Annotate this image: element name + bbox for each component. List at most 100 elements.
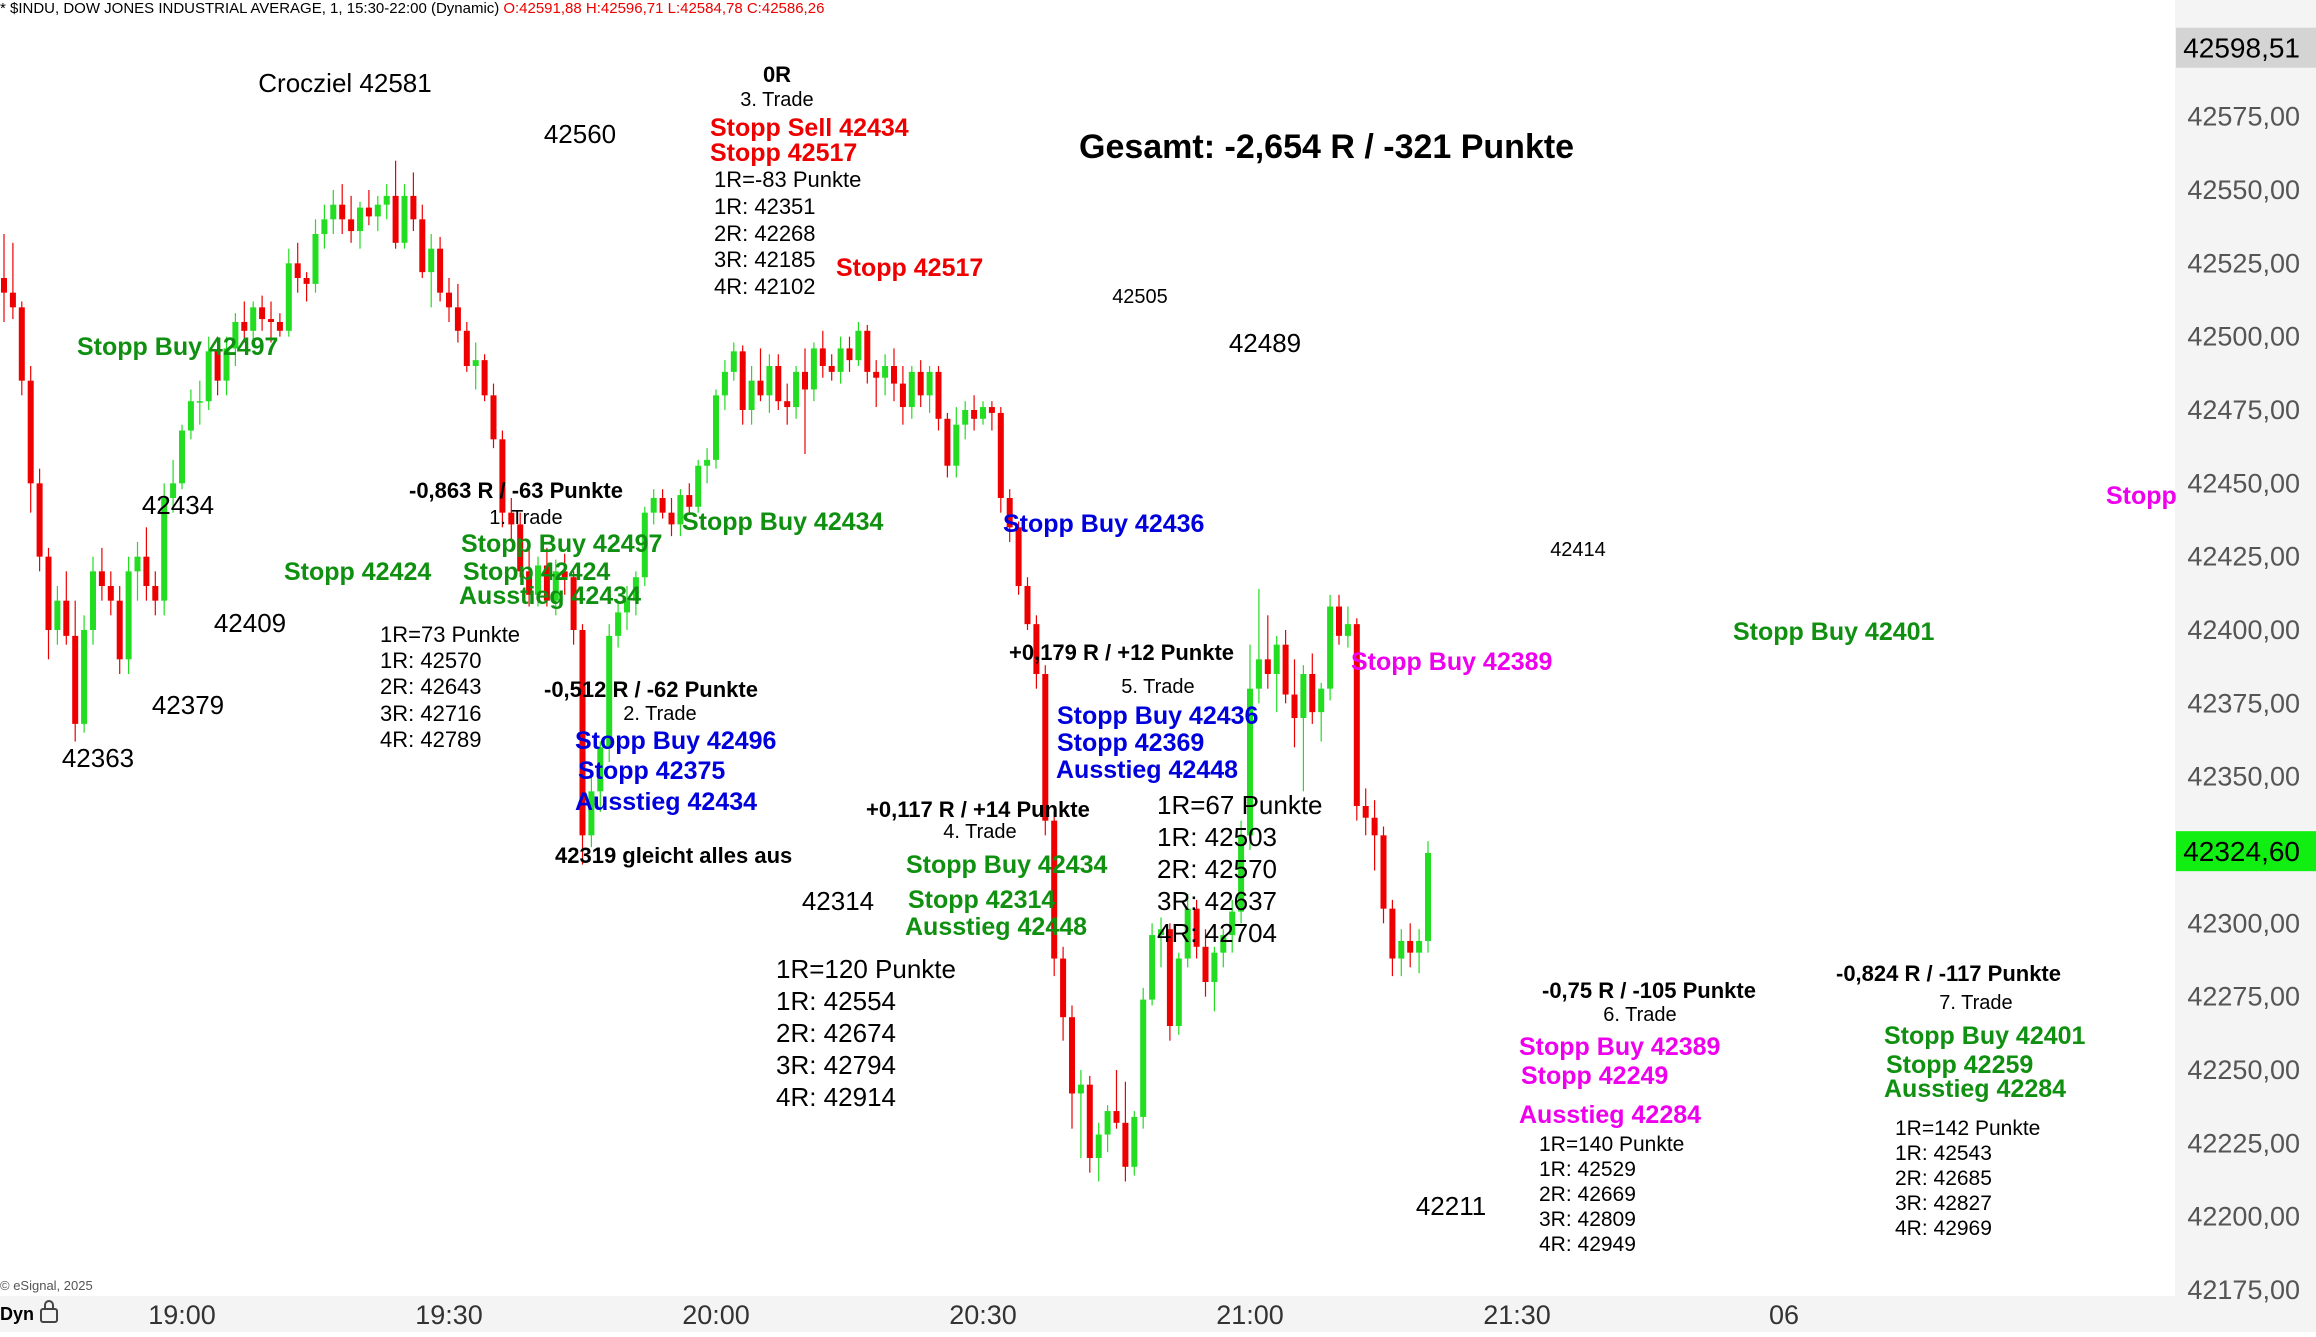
candle xyxy=(392,160,399,249)
candle-body xyxy=(962,410,969,425)
annotation-stopp-42517-a: Stopp 42517 xyxy=(710,139,857,167)
candle xyxy=(606,624,613,762)
candle xyxy=(259,295,266,331)
candle-body xyxy=(837,348,844,372)
candle-body xyxy=(401,195,408,243)
candle-body xyxy=(784,401,791,408)
annotation-stopp-buy-42497-a: Stopp Buy 42497 xyxy=(77,333,278,361)
candle xyxy=(1255,588,1262,704)
candle xyxy=(1398,929,1405,977)
candle-body xyxy=(1015,527,1022,586)
lock-icon[interactable] xyxy=(40,1300,58,1323)
time-axis-panel[interactable] xyxy=(0,1296,2175,1332)
candle xyxy=(276,313,283,337)
candle xyxy=(232,313,239,366)
candle xyxy=(303,272,310,302)
top-price-tag-bg xyxy=(2176,27,2316,68)
annotation-trade1-label: 1. Trade xyxy=(489,507,562,529)
candle xyxy=(1175,952,1182,1035)
candle-body xyxy=(285,263,292,331)
candle xyxy=(855,322,862,366)
candle xyxy=(899,366,906,425)
candle-body xyxy=(677,495,684,525)
candle xyxy=(499,430,506,528)
candle xyxy=(116,586,123,674)
annotation-2r-42685: 2R: 42685 xyxy=(1895,1167,1992,1190)
candle-body xyxy=(419,219,426,273)
candle xyxy=(1158,917,1164,968)
candle xyxy=(134,542,141,601)
candle xyxy=(846,336,853,372)
candle xyxy=(1211,946,1218,1012)
candle-body xyxy=(392,195,399,243)
candle xyxy=(1425,841,1431,953)
dyn-label[interactable]: Dyn xyxy=(0,1304,34,1324)
candle-body xyxy=(686,495,693,507)
candle xyxy=(125,556,132,674)
candle-body xyxy=(196,401,203,403)
annotation-stopp-42314: Stopp 42314 xyxy=(908,886,1055,914)
candle-body xyxy=(650,498,657,513)
candle-body xyxy=(383,195,390,205)
current-price-tag-bg xyxy=(2176,831,2316,872)
annotation-trade3-label: 3. Trade xyxy=(740,89,813,111)
candle-body xyxy=(410,195,417,220)
candle xyxy=(686,483,693,513)
candle xyxy=(1,234,7,322)
annotation-stopp-sell-42434: Stopp Sell 42434 xyxy=(710,114,909,142)
candle xyxy=(463,322,470,372)
price-tick-label: 42525,00 xyxy=(2187,248,2300,278)
candle xyxy=(18,301,25,396)
candle-body xyxy=(36,483,43,557)
annotation-high-42560: 42560 xyxy=(544,119,616,149)
candle xyxy=(659,489,666,519)
annotation-1r-42503: 1R: 42503 xyxy=(1157,822,1277,852)
candle-body xyxy=(1024,586,1031,625)
candle xyxy=(81,615,88,733)
candle xyxy=(481,354,488,402)
candle xyxy=(72,600,79,742)
annotation-1r-142: 1R=142 Punkte xyxy=(1895,1117,2040,1140)
price-tick-label: 42300,00 xyxy=(2187,908,2300,938)
price-tick-label: 42500,00 xyxy=(2187,322,2300,352)
candle xyxy=(446,278,452,322)
annotation-trade1-result: -0,863 R / -63 Punkte xyxy=(409,478,623,503)
candle-body xyxy=(339,204,346,220)
candle-body xyxy=(739,351,746,410)
candle-body xyxy=(908,371,915,408)
candle xyxy=(312,219,319,293)
annotation-4r-42914: 4R: 42914 xyxy=(776,1082,896,1112)
current-price-tag: 42324,60 xyxy=(2176,831,2316,872)
annotation-2r-42570: 2R: 42570 xyxy=(1157,854,1277,884)
candle xyxy=(1344,606,1351,648)
candle-body xyxy=(90,571,96,630)
candle-body xyxy=(499,439,506,513)
candle xyxy=(1380,826,1387,924)
candle-body xyxy=(935,371,942,419)
annotation-trade6-label: 6. Trade xyxy=(1603,1004,1676,1026)
annotation-low-42211: 42211 xyxy=(1416,1191,1486,1221)
candle-body xyxy=(1389,908,1396,959)
annotation-stopp-buy-42434-b: Stopp Buy 42434 xyxy=(906,851,1108,879)
candle-body xyxy=(472,360,479,366)
candle xyxy=(374,195,381,232)
candle-body xyxy=(143,556,150,586)
candle-body xyxy=(988,407,995,413)
candle xyxy=(1042,665,1049,836)
candle xyxy=(410,172,417,232)
candle-body xyxy=(1122,1122,1129,1167)
candle xyxy=(90,556,96,645)
candle xyxy=(428,234,435,308)
annotation-low-42363: 42363 xyxy=(62,743,134,773)
annotation-1r-67: 1R=67 Punkte xyxy=(1157,790,1323,820)
price-axis-panel[interactable] xyxy=(2175,0,2316,1332)
candle-body xyxy=(1113,1111,1120,1123)
candle-body xyxy=(1416,940,1423,953)
annotation-2r-42669: 2R: 42669 xyxy=(1539,1183,1636,1206)
candle-body xyxy=(446,292,452,308)
candle xyxy=(339,184,346,234)
annotation-low-42314: 42314 xyxy=(802,886,874,916)
candle xyxy=(793,366,800,419)
